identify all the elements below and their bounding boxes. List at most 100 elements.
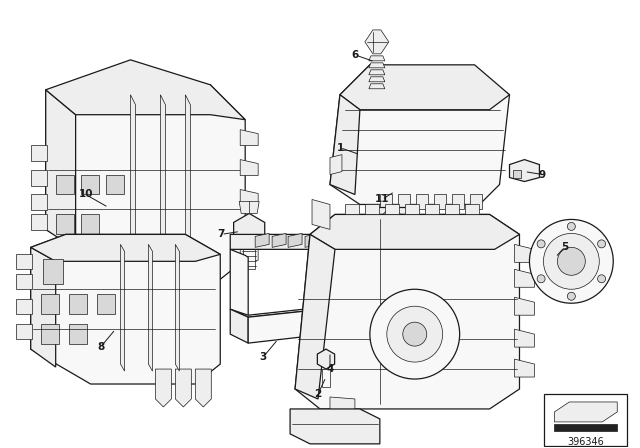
Polygon shape (416, 194, 428, 210)
Polygon shape (554, 402, 617, 422)
Polygon shape (230, 224, 370, 250)
Polygon shape (330, 155, 342, 175)
Polygon shape (239, 202, 259, 213)
Polygon shape (131, 95, 136, 259)
Text: 396346: 396346 (567, 437, 604, 447)
Polygon shape (350, 234, 370, 304)
Polygon shape (369, 84, 385, 89)
Polygon shape (230, 250, 248, 317)
Text: 6: 6 (351, 50, 358, 60)
Polygon shape (248, 304, 370, 343)
Polygon shape (513, 169, 522, 177)
Polygon shape (106, 175, 124, 194)
Polygon shape (240, 244, 258, 260)
Polygon shape (240, 129, 258, 146)
Polygon shape (234, 213, 265, 250)
Polygon shape (434, 194, 445, 210)
Text: 8: 8 (97, 342, 104, 352)
Circle shape (370, 289, 460, 379)
Polygon shape (175, 244, 179, 371)
Polygon shape (31, 247, 56, 367)
Polygon shape (369, 70, 385, 75)
Circle shape (382, 210, 402, 229)
Polygon shape (31, 145, 47, 160)
Text: 2: 2 (314, 389, 322, 399)
Polygon shape (175, 369, 191, 407)
Polygon shape (515, 329, 534, 347)
Text: 1: 1 (337, 142, 344, 153)
Polygon shape (41, 324, 59, 344)
Polygon shape (290, 409, 380, 444)
Polygon shape (31, 194, 47, 211)
Polygon shape (515, 269, 534, 287)
Polygon shape (148, 244, 152, 371)
Polygon shape (68, 294, 86, 314)
Polygon shape (310, 215, 520, 250)
Polygon shape (404, 204, 419, 215)
Polygon shape (470, 194, 481, 210)
Polygon shape (16, 299, 32, 314)
Text: 7: 7 (218, 229, 225, 239)
Circle shape (537, 240, 545, 248)
Polygon shape (509, 159, 540, 181)
Polygon shape (230, 297, 370, 317)
Polygon shape (375, 207, 410, 229)
Circle shape (537, 275, 545, 283)
Text: 3: 3 (260, 352, 267, 362)
Polygon shape (312, 199, 330, 229)
Polygon shape (515, 244, 534, 263)
Text: 11: 11 (374, 194, 389, 204)
Polygon shape (45, 60, 245, 120)
Polygon shape (272, 233, 286, 247)
Polygon shape (230, 309, 248, 343)
Polygon shape (45, 85, 245, 279)
Polygon shape (554, 424, 617, 431)
Polygon shape (452, 194, 463, 210)
Polygon shape (445, 204, 459, 215)
Polygon shape (56, 175, 74, 194)
Polygon shape (369, 56, 385, 61)
Polygon shape (16, 274, 32, 289)
Polygon shape (305, 233, 319, 247)
Polygon shape (295, 234, 335, 399)
Polygon shape (16, 324, 32, 339)
Polygon shape (45, 90, 76, 250)
Polygon shape (317, 349, 335, 369)
Polygon shape (515, 297, 534, 315)
Circle shape (568, 292, 575, 300)
Polygon shape (369, 77, 385, 82)
Text: 9: 9 (539, 169, 546, 180)
Polygon shape (465, 204, 479, 215)
Bar (545, 394, 627, 446)
Polygon shape (100, 269, 175, 284)
Polygon shape (255, 233, 269, 247)
Polygon shape (81, 175, 99, 194)
Circle shape (557, 247, 586, 275)
Polygon shape (385, 204, 399, 215)
Polygon shape (515, 359, 534, 377)
Polygon shape (31, 169, 47, 185)
Polygon shape (31, 215, 47, 230)
Text: 5: 5 (561, 242, 568, 252)
Polygon shape (81, 215, 99, 234)
Circle shape (568, 222, 575, 230)
Polygon shape (240, 220, 258, 235)
Polygon shape (56, 215, 74, 234)
Circle shape (529, 220, 613, 303)
Polygon shape (365, 30, 389, 54)
Text: 10: 10 (78, 190, 93, 199)
Polygon shape (68, 324, 86, 344)
Polygon shape (186, 95, 190, 259)
Polygon shape (43, 259, 63, 284)
Polygon shape (31, 234, 220, 384)
Polygon shape (330, 95, 360, 194)
Polygon shape (330, 65, 509, 204)
Polygon shape (288, 233, 302, 247)
Polygon shape (120, 244, 125, 371)
Polygon shape (41, 294, 59, 314)
Circle shape (387, 306, 443, 362)
Polygon shape (295, 215, 520, 409)
Polygon shape (16, 254, 32, 269)
Polygon shape (330, 397, 355, 419)
Polygon shape (369, 63, 385, 68)
